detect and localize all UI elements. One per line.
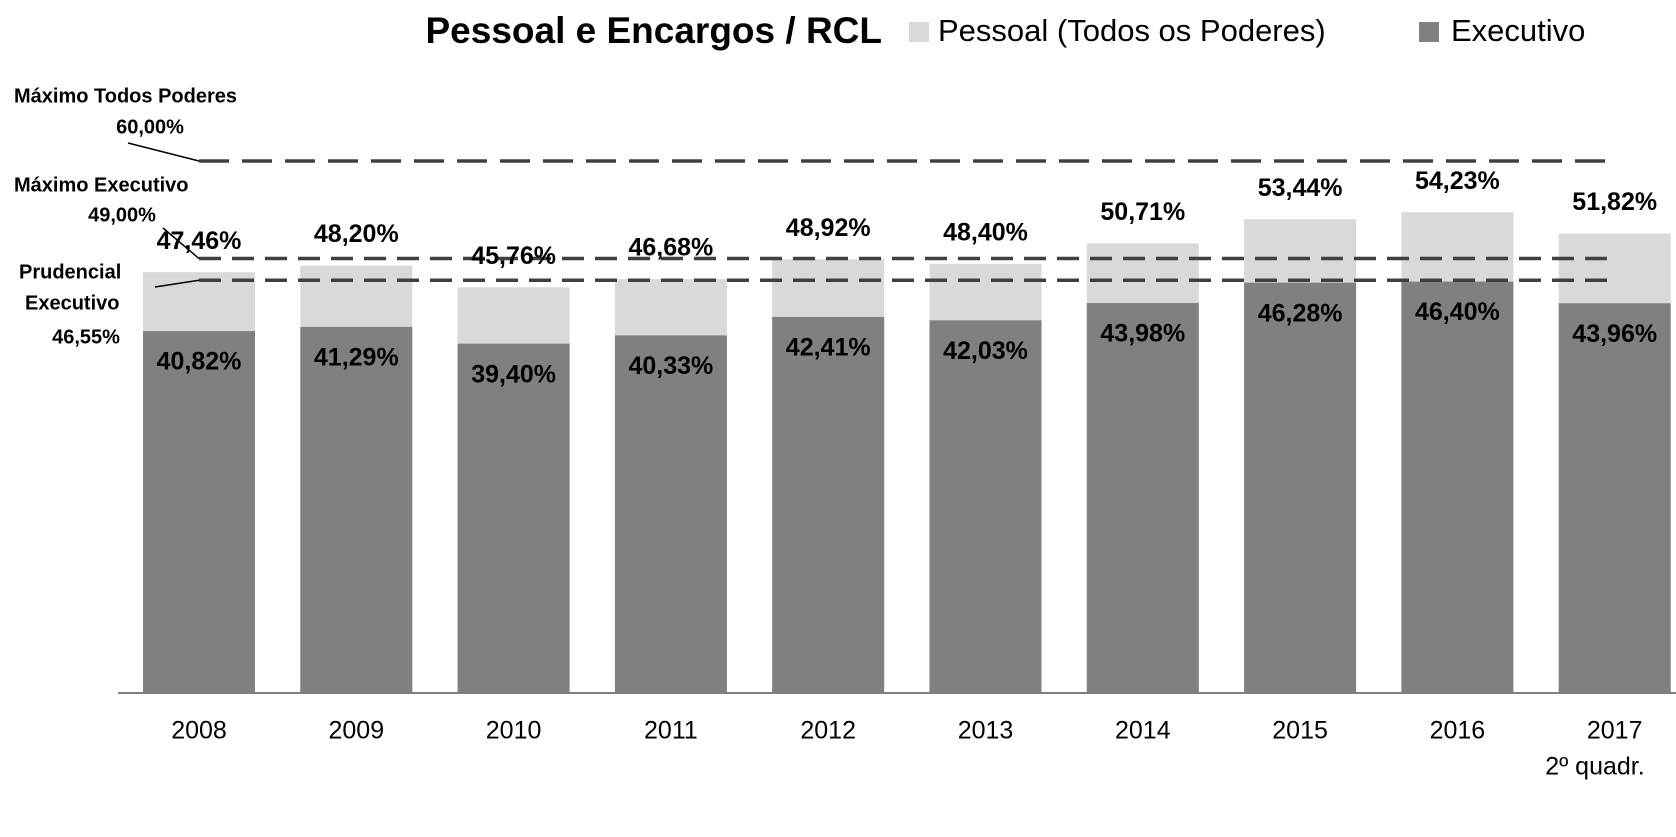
data-label: 46,28% [1258,299,1343,327]
x-tick-label: 2º quadr. [1545,753,1645,781]
data-label: 50,71% [1100,198,1185,226]
reference-label: Prudencial [19,261,121,283]
bar [1244,282,1357,693]
legend-swatch [909,22,929,42]
reference-label: Executivo [25,292,119,314]
legend-label: Pessoal (Todos os Poderes) [938,13,1326,48]
data-label: 45,76% [471,242,556,270]
x-tick-label: 2010 [486,717,542,745]
data-label: 42,03% [943,337,1028,365]
x-tick-label: 2012 [800,717,856,745]
reference-label: Máximo Todos Poderes [14,85,237,107]
reference-value: 60,00% [116,116,184,138]
bar [772,316,885,693]
x-tick-label: 2011 [644,717,698,745]
data-label: 40,33% [629,352,714,380]
bar [1086,303,1199,693]
data-label: 42,41% [786,334,871,362]
data-label: 46,40% [1415,298,1500,326]
leader-line [154,279,200,288]
data-label: 51,82% [1572,188,1657,216]
leader-line [162,227,200,260]
data-label: 43,98% [1100,320,1185,348]
data-label: 39,40% [471,360,556,388]
bar [1401,281,1514,693]
x-tick-label: 2016 [1430,717,1486,745]
bar [143,331,255,693]
legend-label: Executivo [1451,13,1585,48]
data-label: 54,23% [1415,167,1500,195]
leader-line [127,142,200,162]
bar [457,343,570,693]
bar [929,320,1042,693]
data-label: 48,20% [314,220,399,248]
data-label: 47,46% [157,227,242,255]
x-tick-label: 2008 [171,717,227,745]
data-label: 48,40% [943,218,1028,246]
data-label: 41,29% [314,344,399,372]
bar [1558,303,1671,693]
x-tick-label: 2009 [328,717,384,745]
reference-value: 49,00% [88,204,156,226]
data-label: 46,68% [629,234,714,262]
bar [300,326,413,693]
x-tick-label: 2014 [1115,717,1171,745]
data-label: 48,92% [786,214,871,242]
data-label: 43,96% [1572,320,1657,348]
legend-swatch [1419,22,1439,42]
x-tick-label: 2017 [1587,717,1643,745]
bar [614,335,727,693]
chart-title: Pessoal e Encargos / RCL [425,10,882,51]
reference-label: Máximo Executivo [14,174,189,196]
data-label: 40,82% [157,348,242,376]
x-tick-label: 2013 [958,717,1014,745]
reference-value: 46,55% [52,326,120,348]
data-label: 53,44% [1258,174,1343,202]
x-tick-label: 2015 [1272,717,1328,745]
